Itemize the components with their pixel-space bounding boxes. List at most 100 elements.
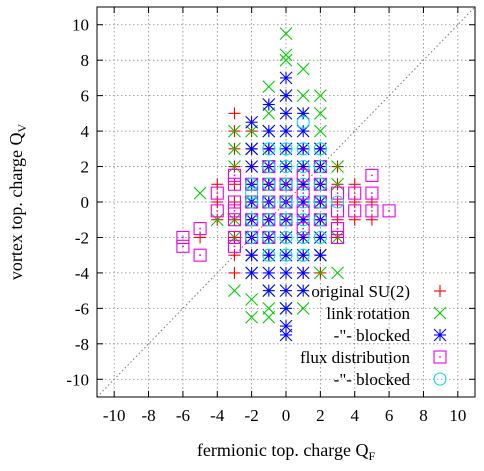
y-tick-label: -6 [75, 299, 89, 318]
data-point [279, 328, 293, 342]
data-point [245, 177, 259, 191]
data-point [245, 266, 259, 280]
legend-label: link rotation [326, 304, 410, 323]
x-tick-label: 4 [350, 406, 359, 425]
data-point [228, 249, 241, 262]
y-tick-label: 6 [81, 87, 90, 106]
data-point [194, 231, 207, 244]
data-point [262, 142, 276, 156]
data-point [227, 204, 242, 218]
data-point [296, 284, 310, 298]
data-point [245, 195, 259, 209]
data-point [279, 284, 293, 298]
data-point [279, 248, 293, 262]
data-point [330, 204, 345, 218]
y-tick-label: 10 [72, 16, 89, 35]
x-tick-label: -8 [141, 406, 155, 425]
legend-label: -"- blocked [334, 370, 411, 389]
data-point [296, 142, 310, 156]
data-point [279, 124, 293, 138]
data-point [348, 196, 361, 208]
data-point [279, 230, 293, 245]
data-point [279, 48, 293, 62]
data-point [279, 106, 293, 120]
data-point [211, 178, 224, 191]
data-point [227, 230, 242, 245]
data-point [313, 89, 327, 103]
data-point [313, 142, 327, 156]
data-point [193, 222, 207, 236]
data-point [279, 159, 293, 174]
y-tick-label: 4 [81, 122, 90, 141]
data-point [313, 124, 327, 138]
data-point [245, 160, 259, 173]
y-axis-label: vortex top. charge QV [6, 124, 29, 281]
data-point [296, 89, 310, 103]
data-point [262, 248, 276, 262]
data-point [296, 222, 310, 236]
data-point [228, 107, 241, 120]
data-point [245, 213, 259, 227]
data-point [262, 301, 276, 315]
data-point [279, 142, 293, 156]
data-point [330, 186, 345, 200]
data-point [365, 186, 379, 200]
data-point [365, 213, 378, 226]
data-point [262, 177, 276, 191]
y-tick-label: 2 [81, 158, 90, 177]
data-point [279, 195, 293, 209]
data-point [228, 160, 241, 173]
data-point [262, 195, 276, 209]
data-point [296, 177, 310, 191]
data-point [262, 310, 276, 324]
data-point [279, 27, 293, 40]
x-tick-label: -10 [103, 406, 126, 425]
data-points [176, 27, 396, 342]
series-4 [245, 115, 345, 262]
data-point [262, 266, 276, 280]
y-tick-label: -10 [66, 370, 89, 389]
data-point [296, 301, 310, 315]
data-point [296, 266, 310, 280]
diagonal-reference-line [96, 6, 476, 398]
data-point [296, 230, 310, 245]
data-point [279, 89, 293, 103]
data-point [245, 293, 259, 306]
data-point [262, 80, 276, 94]
data-point [262, 106, 276, 120]
x-tick-label: 2 [316, 406, 325, 425]
data-point [313, 106, 327, 120]
axis-ticks: -10 -8 -6 -4 -2 0 2 4 6 8 10 -10 -8 -6 -4 -2 0 2 4 6 8 10 [66, 7, 475, 425]
data-point [227, 213, 242, 227]
data-point [313, 248, 327, 262]
legend: original SU(2) link rotation -"- blocked fl… [300, 282, 447, 389]
data-point [331, 213, 344, 226]
data-point [262, 124, 276, 138]
data-point [296, 159, 310, 174]
x-axis-label: fermionic top. charge QF [197, 440, 376, 463]
diagonal-line [96, 6, 476, 398]
x-tick-label: -6 [176, 406, 190, 425]
data-point [331, 266, 344, 280]
x-tick-label: 0 [282, 406, 291, 425]
data-point [193, 248, 207, 262]
data-point [210, 204, 224, 218]
data-point [331, 177, 344, 191]
data-point [348, 213, 361, 226]
data-point [330, 195, 345, 209]
data-point [365, 204, 379, 218]
data-point [262, 159, 276, 174]
data-point [211, 196, 224, 208]
data-point [262, 230, 276, 245]
data-point [210, 186, 224, 200]
legend-marker [433, 306, 447, 320]
data-point [176, 239, 190, 253]
data-point [313, 230, 327, 245]
legend-label: flux distribution [300, 348, 411, 367]
legend-marker [434, 285, 446, 297]
data-point [245, 115, 259, 129]
y-tick-label: -8 [75, 335, 89, 354]
data-point [348, 178, 361, 191]
data-point [382, 204, 396, 218]
data-point [296, 186, 310, 200]
